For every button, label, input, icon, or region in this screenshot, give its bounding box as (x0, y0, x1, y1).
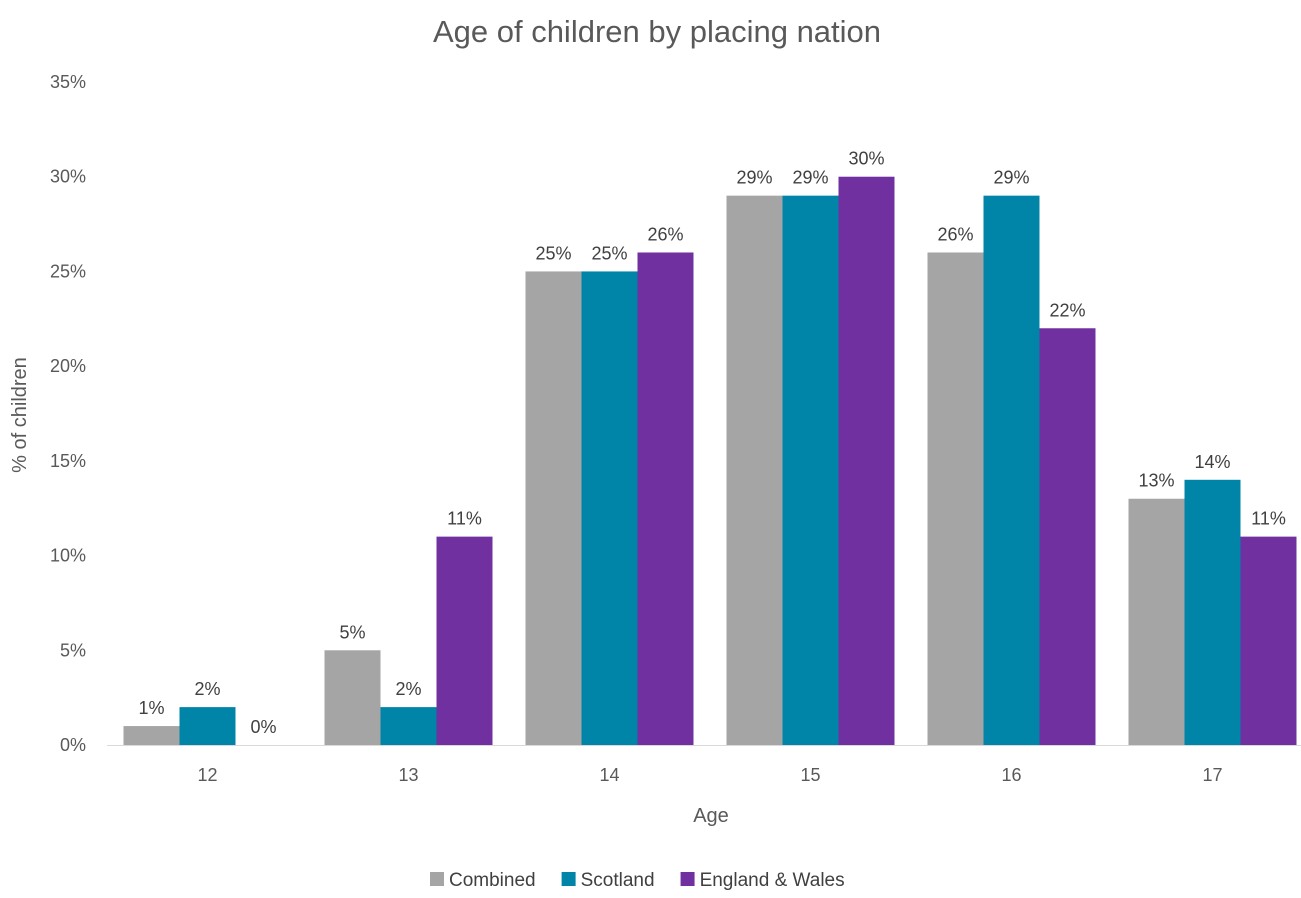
data-label: 11% (447, 509, 482, 529)
data-label: 5% (339, 622, 365, 642)
legend-item-scotland: Scotland (561, 870, 655, 891)
bar-combined-17 (1128, 498, 1185, 745)
data-label: 25% (535, 243, 571, 263)
y-tick-label: 35% (50, 72, 86, 92)
legend-label: Combined (449, 870, 536, 891)
bar-combined-15 (726, 195, 783, 745)
y-axis-label: % of children (9, 357, 31, 473)
y-tick-label: 5% (60, 640, 86, 660)
chart-title: Age of children by placing nation (433, 14, 881, 49)
x-tick-label: 17 (1202, 765, 1222, 785)
bar-england-wales-17 (1240, 536, 1297, 745)
x-axis-label: Age (693, 805, 729, 827)
x-tick-label: 15 (800, 765, 820, 785)
bar-scotland-14 (581, 271, 638, 745)
data-label: 29% (792, 168, 828, 188)
data-label: 29% (736, 168, 772, 188)
y-tick-label: 0% (60, 735, 86, 755)
bar-scotland-15 (782, 195, 839, 745)
legend-label: Scotland (581, 870, 655, 891)
y-tick-label: 20% (50, 356, 86, 376)
y-tick-label: 25% (50, 261, 86, 281)
bar-scotland-17 (1184, 479, 1241, 745)
y-tick-label: 30% (50, 167, 86, 187)
data-label: 14% (1194, 452, 1230, 472)
bar-scotland-16 (983, 195, 1040, 745)
y-tick-label: 10% (50, 546, 86, 566)
bars-group (123, 176, 1297, 745)
x-tick-label: 12 (197, 765, 217, 785)
data-labels-group: 1% 2% 0% 5% 2% 11% 25% 25% 26% 29% 29% 30% 26% 29% 22%… (138, 149, 1285, 737)
bar-england-wales-13 (436, 536, 493, 745)
legend: Combined Scotland England & Wales (430, 870, 845, 891)
bar-england-wales-14 (637, 252, 694, 745)
bar-combined-13 (324, 650, 381, 745)
data-label: 29% (993, 168, 1029, 188)
data-label: 22% (1049, 300, 1085, 320)
data-label: 2% (395, 679, 421, 699)
legend-item-england-wales: England & Wales (680, 870, 845, 891)
legend-label: England & Wales (700, 870, 845, 891)
data-label: 13% (1138, 471, 1174, 491)
data-label: 2% (194, 679, 220, 699)
bar-combined-16 (927, 252, 984, 745)
legend-swatch (430, 872, 444, 886)
legend-swatch (561, 872, 576, 886)
bar-combined-12 (123, 726, 180, 745)
bar-combined-14 (525, 271, 582, 745)
x-tick-label: 13 (398, 765, 418, 785)
y-tick-label: 15% (50, 451, 86, 471)
legend-item-combined: Combined (430, 870, 536, 891)
y-axis-ticks: 0% 5% 10% 15% 20% 25% 30% 35% (50, 72, 86, 755)
data-label: 1% (138, 698, 164, 718)
data-label: 25% (591, 243, 627, 263)
data-label: 0% (250, 717, 276, 737)
x-axis-ticks: 12 13 14 15 16 17 (197, 765, 1222, 785)
bar-england-wales-15 (838, 176, 895, 745)
data-label: 30% (848, 149, 884, 169)
bar-scotland-13 (380, 707, 437, 745)
data-label: 26% (647, 224, 683, 244)
legend-swatch (680, 872, 695, 886)
x-tick-label: 16 (1001, 765, 1021, 785)
data-label: 26% (937, 224, 973, 244)
x-tick-label: 14 (599, 765, 619, 785)
bar-england-wales-16 (1039, 328, 1096, 745)
bar-scotland-12 (179, 707, 236, 745)
data-label: 11% (1251, 509, 1286, 529)
